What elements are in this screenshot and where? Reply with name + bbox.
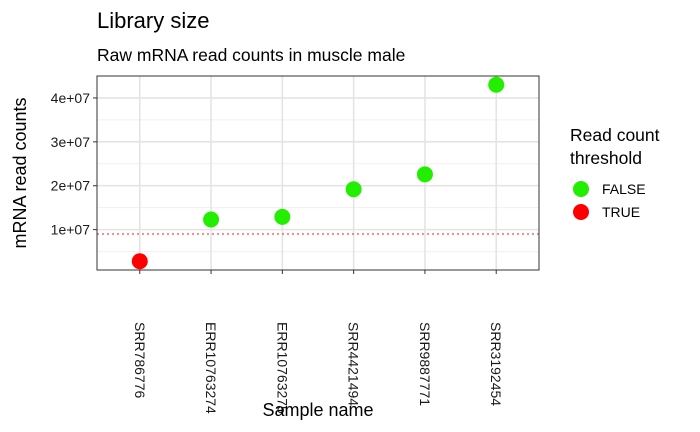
- y-axis: 1e+07 2e+07 3e+07 4e+07: [51, 90, 97, 238]
- legend-title-line-1: Read count: [570, 125, 660, 145]
- minor-gridlines: [97, 119, 539, 253]
- y-tick-label: 4e+07: [51, 90, 91, 106]
- data-point-SRR4421494: [345, 181, 362, 198]
- legend-title-line-2: threshold: [570, 148, 642, 168]
- x-tick-label: SRR4421494: [346, 322, 362, 406]
- legend-label-false: FALSE: [602, 181, 646, 197]
- data-points: [131, 76, 505, 270]
- x-tick-label: SRR9887771: [417, 322, 433, 406]
- chart-subtitle: Raw mRNA read counts in muscle male: [97, 45, 405, 65]
- data-point-ERR10763274: [203, 211, 220, 228]
- y-axis-title: mRNA read counts: [10, 97, 30, 248]
- x-tick-label: ERR10763274: [203, 322, 219, 414]
- y-tick-label: 2e+07: [51, 178, 91, 194]
- chart-title: Library size: [97, 8, 209, 33]
- x-tick-label: SRR3192454: [488, 322, 504, 406]
- data-point-ERR10763275: [274, 208, 291, 225]
- y-tick-label: 1e+07: [51, 222, 91, 238]
- legend-key-false: [573, 181, 589, 197]
- data-point-SRR786776: [131, 253, 148, 270]
- data-point-SRR3192454: [488, 76, 505, 93]
- data-point-SRR9887771: [416, 166, 433, 183]
- x-tick-label: SRR786776: [132, 322, 148, 398]
- legend-label-true: TRUE: [602, 204, 640, 220]
- x-axis-title: Sample name: [262, 400, 373, 420]
- x-axis: SRR786776 ERR10763274 ERR10763275 SRR442149…: [132, 270, 504, 414]
- y-tick-label: 3e+07: [51, 134, 91, 150]
- panel-background: [97, 76, 539, 270]
- legend: Read count threshold FALSE TRUE: [570, 125, 660, 220]
- plot-panel: [96, 75, 540, 271]
- x-tick-label: ERR10763275: [274, 322, 290, 414]
- legend-key-true: [573, 204, 589, 220]
- panel-border: [96, 75, 540, 271]
